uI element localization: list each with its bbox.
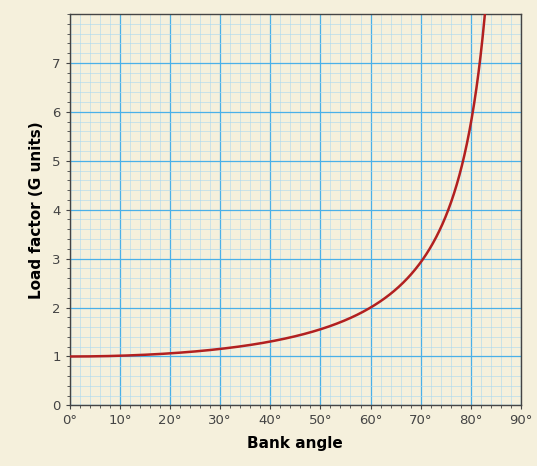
X-axis label: Bank angle: Bank angle: [248, 436, 343, 451]
Y-axis label: Load factor (G units): Load factor (G units): [29, 121, 44, 299]
